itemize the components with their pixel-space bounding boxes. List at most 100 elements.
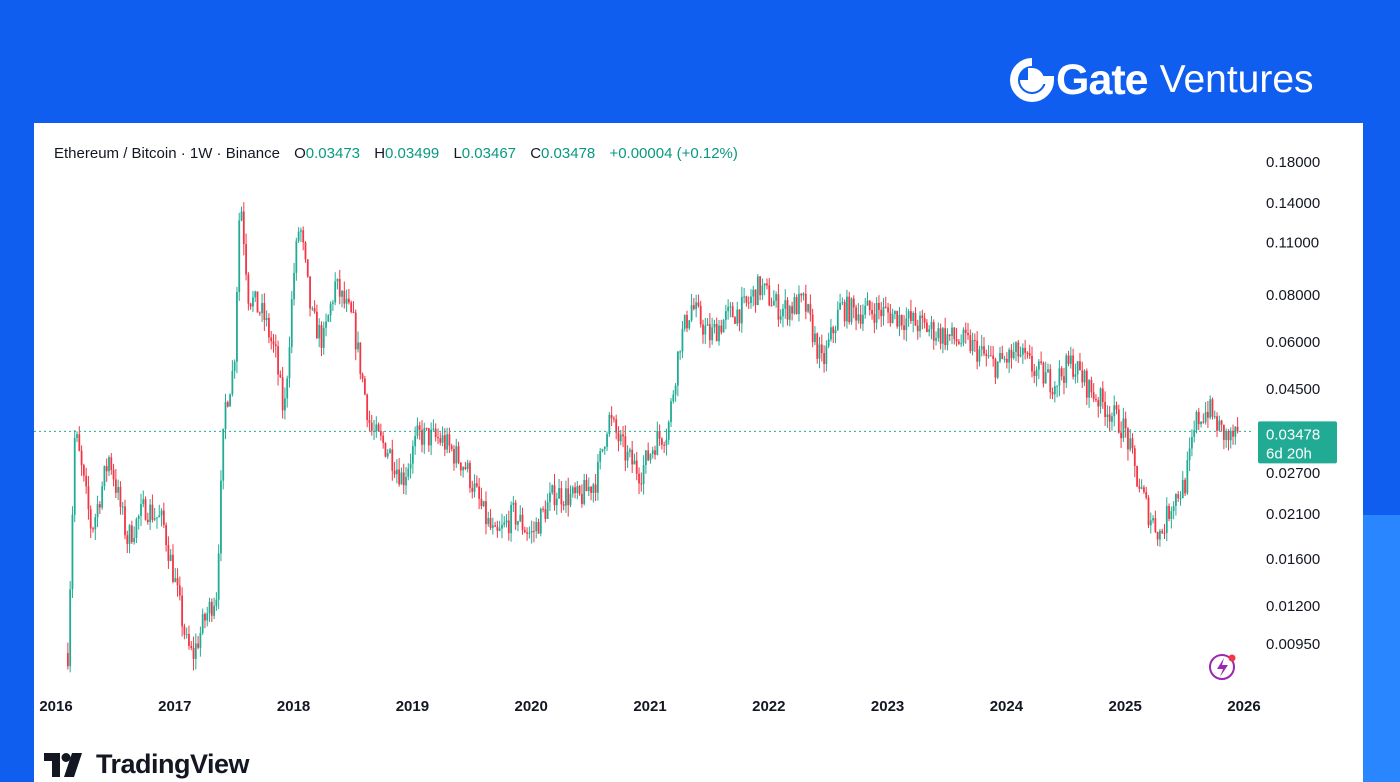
candle-body (265, 317, 268, 320)
candle-body (325, 321, 327, 328)
candle-body (1049, 369, 1052, 393)
candle-body (839, 303, 841, 310)
notification-dot (1228, 654, 1236, 662)
candle-body (181, 595, 184, 627)
x-tick-label: 2026 (1227, 698, 1260, 715)
candle-body (759, 276, 762, 296)
candle-body (295, 240, 298, 273)
candle-body (706, 324, 709, 326)
candle-body (734, 317, 736, 324)
lightning-icon-ring (1209, 654, 1235, 680)
candle-body (1021, 347, 1024, 355)
candle-body (117, 486, 120, 493)
price-chart[interactable]: 0.18000 0.14000 0.11000 0.08000 0.06000 0.045… (34, 123, 1363, 782)
candle-body (98, 504, 101, 508)
candle-body (567, 488, 570, 506)
candle-body (254, 291, 257, 298)
candle-body (1140, 487, 1143, 489)
candle-body (231, 370, 234, 395)
candle-body (407, 468, 410, 477)
candle-body (384, 443, 387, 457)
candle-body (213, 605, 215, 616)
candle-body (1090, 380, 1093, 393)
candle-body (601, 448, 604, 452)
candle-body (87, 486, 90, 510)
candle-body (766, 283, 768, 286)
candle-body (775, 294, 778, 301)
candle-body (1177, 494, 1180, 499)
candle-body (437, 437, 439, 439)
candle-body (827, 339, 830, 347)
candle-body (768, 285, 771, 306)
candle-body (802, 293, 805, 296)
candle-body (1209, 399, 1212, 418)
candle-body (108, 457, 110, 472)
candle-body (1026, 352, 1029, 354)
chart-panel[interactable]: 0.18000 0.14000 0.11000 0.08000 0.06000 0.045… (34, 123, 1363, 782)
candle-body (569, 493, 572, 506)
candle-body (615, 419, 618, 433)
candle-body (1129, 438, 1132, 450)
candle-body (1031, 355, 1033, 372)
candle-body (258, 312, 261, 314)
candle-body (1222, 424, 1225, 440)
candle-body (1184, 479, 1186, 494)
x-tick-label: 2019 (396, 698, 429, 715)
candle-body (772, 300, 775, 306)
candle-body (1047, 369, 1049, 373)
candle-body (692, 305, 695, 310)
candle-body (1154, 518, 1157, 533)
candle-body (322, 327, 325, 348)
candle-body (683, 314, 686, 329)
candle-body (1051, 392, 1054, 395)
candle-body (197, 643, 200, 648)
candle-body (270, 337, 273, 342)
candle-body (715, 323, 718, 342)
candle-body (105, 466, 108, 472)
candle-body (587, 486, 590, 492)
candle-body (130, 525, 133, 543)
candle-body (823, 353, 825, 364)
candle-body (366, 394, 369, 421)
tradingview-logo[interactable]: TradingView (44, 749, 250, 780)
candle-body (466, 462, 469, 470)
candle-body (868, 300, 871, 311)
legend-high-label: H (374, 145, 386, 162)
candle-body (162, 510, 165, 525)
candle-body (676, 351, 679, 386)
candle-body (174, 578, 177, 582)
candle-body (811, 314, 814, 343)
candle-body (798, 293, 800, 315)
candle-body (94, 517, 97, 530)
candle-body (457, 446, 460, 463)
candle-body (558, 488, 560, 499)
candle-body (1138, 486, 1141, 489)
candle-body (1028, 352, 1031, 356)
y-tick-label: 0.02100 (1266, 506, 1320, 523)
candle-body (1065, 355, 1068, 383)
candle-body (989, 355, 992, 357)
x-tick-label: 2021 (633, 698, 666, 715)
candle-body (978, 349, 981, 362)
candle-body (980, 346, 983, 350)
candle-body (971, 339, 974, 352)
legend-close-label: C (530, 145, 542, 162)
candle-body (939, 328, 942, 344)
candle-body (642, 465, 645, 485)
candle-body (443, 435, 446, 450)
candle-body (900, 315, 903, 326)
candle-body (263, 303, 266, 320)
candle-body (217, 553, 220, 600)
candle-body (1229, 430, 1232, 441)
candle-body (622, 434, 624, 437)
y-tick-label: 0.11000 (1266, 235, 1319, 252)
candle-body (1099, 388, 1102, 407)
candle-body (549, 492, 551, 503)
candle-body (167, 545, 170, 561)
candle-body (702, 324, 704, 335)
y-tick-label: 0.18000 (1266, 154, 1320, 171)
candle-body (820, 344, 823, 354)
candle-body (427, 428, 430, 446)
candle-body (475, 483, 478, 487)
candle-body (919, 315, 921, 332)
